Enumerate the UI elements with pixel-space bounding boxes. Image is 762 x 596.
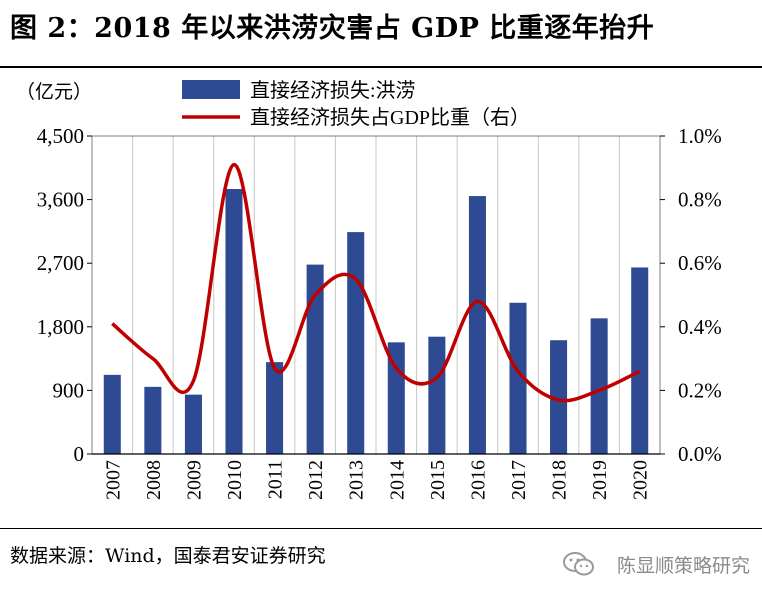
legend-swatch-bar: [182, 80, 240, 99]
bar: [387, 342, 405, 454]
legend-label-line: 直接经济损失占GDP比重（右）: [250, 106, 530, 129]
bar: [347, 232, 365, 454]
x-tick-label: 2011: [265, 460, 287, 499]
chart-grid: [132, 136, 620, 454]
bar: [266, 362, 284, 454]
title-rule: [0, 66, 762, 68]
x-tick-label: 2017: [508, 460, 530, 500]
x-tick-label: 2015: [427, 460, 449, 500]
y-left-tick-label: 900: [53, 378, 85, 402]
x-tick-label: 2012: [305, 460, 327, 500]
y-left-tick-label: 1,800: [37, 315, 84, 339]
chart-axes: 0 900 1,800 2,700 3,600 4,500 0.0% 0.2% 0.4% 0.6%…: [16, 81, 722, 500]
bar-series: [103, 189, 649, 455]
watermark-text: 陈显顺策略研究: [616, 555, 750, 577]
line-series: [111, 162, 641, 403]
bar: [590, 318, 608, 454]
y-left-tick-label: 0: [74, 442, 85, 466]
bar: [428, 336, 446, 454]
x-tick-label: 2016: [467, 460, 489, 500]
y-left-tick-label: 2,700: [37, 251, 84, 275]
y-right-tick-label: 0.8%: [678, 188, 722, 212]
y-right-tick-label: 0.4%: [678, 315, 722, 339]
source-rule: [0, 528, 762, 529]
y-right-tick-label: 0.6%: [678, 251, 722, 275]
x-tick-label: 2009: [183, 460, 205, 500]
bar: [631, 267, 649, 454]
x-tick-label: 2013: [346, 460, 368, 500]
bar: [468, 196, 486, 455]
y-right-tick-label: 0.2%: [678, 378, 722, 402]
y-right-tick-label: 1.0%: [678, 124, 722, 148]
legend-label-bar: 直接经济损失:洪涝: [250, 79, 416, 102]
bar: [225, 189, 243, 454]
x-tick-label: 2007: [102, 460, 124, 500]
bar: [144, 386, 162, 454]
bar: [509, 302, 527, 454]
bar: [103, 374, 121, 454]
y-right-tick-label: 0.0%: [678, 442, 722, 466]
y-left-tick-label: 4,500: [37, 124, 84, 148]
x-tick-label: 2010: [224, 460, 246, 500]
bar: [306, 264, 324, 454]
x-tick-label: 2018: [549, 460, 571, 500]
x-tick-label: 2020: [630, 460, 652, 500]
wechat-logo-icon: [563, 552, 594, 576]
figure-title: 图 2：2018 年以来洪涝灾害占 GDP 比重逐年抬升: [10, 13, 655, 44]
x-tick-label: 2019: [589, 460, 611, 500]
x-tick-label: 2014: [386, 460, 408, 500]
line-series-path: [111, 162, 641, 403]
bar: [184, 394, 202, 454]
source-note: 数据来源：Wind，国泰君安证券研究: [10, 545, 326, 567]
y-left-tick-label: 3,600: [37, 188, 84, 212]
bar: [550, 340, 568, 454]
y-left-unit-label: （亿元）: [16, 81, 92, 103]
x-tick-label: 2008: [143, 460, 165, 500]
